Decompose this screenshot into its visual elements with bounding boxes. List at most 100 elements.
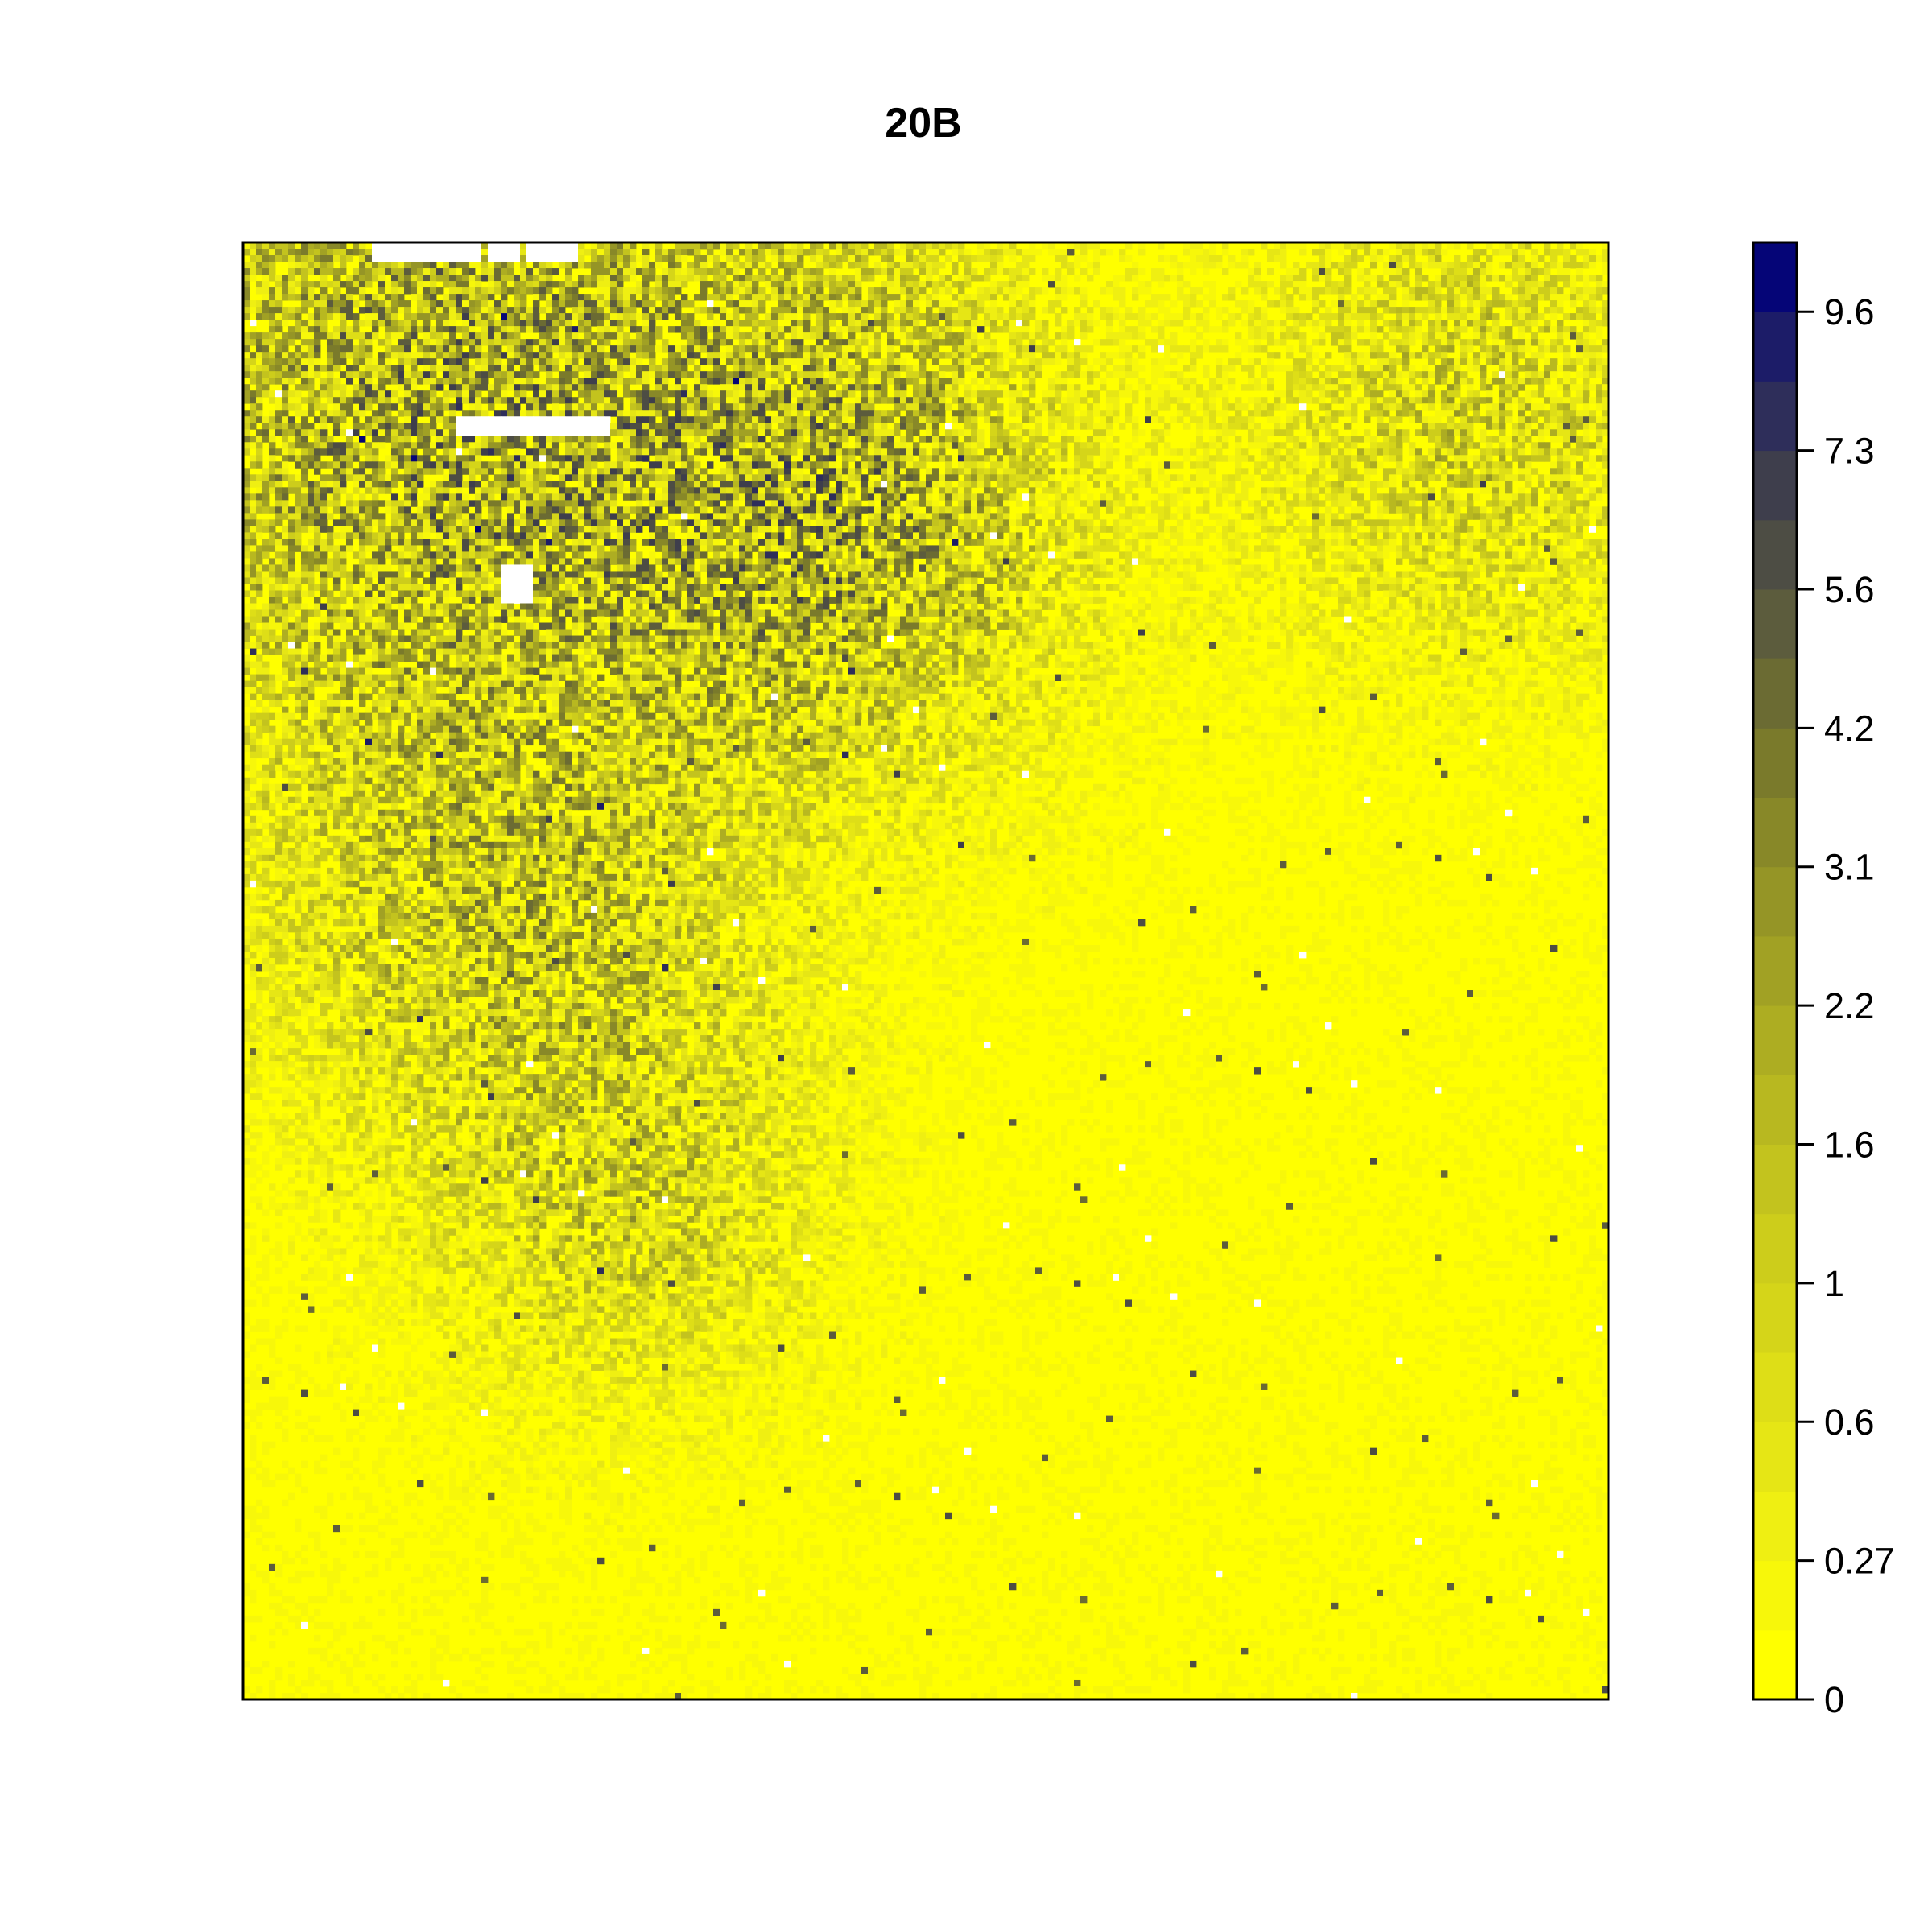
heatmap-cell [816, 275, 824, 282]
heatmap-cell [1435, 249, 1442, 256]
heatmap-cell [1557, 262, 1564, 269]
heatmap-missing-cell [372, 255, 379, 262]
heatmap-cell [494, 365, 502, 372]
heatmap-cell [752, 423, 759, 430]
heatmap-cell [906, 313, 914, 320]
heatmap-cell [855, 352, 862, 359]
heatmap-cell [346, 390, 353, 398]
heatmap-cell [990, 397, 997, 404]
heatmap-cell [507, 358, 514, 365]
heatmap-cell [752, 300, 759, 308]
heatmap-cell [1280, 307, 1287, 314]
heatmap-cell [739, 300, 746, 308]
heatmap-cell [1428, 384, 1435, 391]
heatmap-cell [501, 294, 508, 301]
heatmap-cell [1480, 262, 1487, 269]
heatmap-cell [1203, 255, 1210, 262]
heatmap-cell [1589, 365, 1596, 372]
heatmap-missing-cell [552, 416, 559, 423]
heatmap-cell [1589, 384, 1596, 391]
heatmap-cell [1409, 255, 1416, 262]
heatmap-cell [675, 275, 682, 282]
heatmap-missing-cell [584, 429, 592, 436]
heatmap-cell [1422, 416, 1429, 423]
heatmap-cell [1100, 358, 1107, 365]
heatmap-cell [1364, 287, 1371, 295]
heatmap-cell [520, 242, 527, 250]
heatmap-cell [848, 352, 856, 359]
heatmap-cell [1492, 410, 1500, 417]
heatmap-cell [1029, 307, 1036, 314]
heatmap-cell [1550, 345, 1558, 353]
heatmap-cell [1306, 371, 1313, 378]
heatmap-cell [997, 242, 1004, 250]
heatmap-cell [1267, 320, 1274, 327]
heatmap-cell [256, 255, 263, 262]
heatmap-cell [1344, 300, 1352, 308]
heatmap-cell [1074, 397, 1081, 404]
heatmap-cell [391, 397, 398, 404]
heatmap-cell [687, 249, 695, 256]
heatmap-cell [1222, 410, 1229, 417]
heatmap-missing-cell [572, 242, 579, 250]
heatmap-cell [269, 410, 276, 417]
heatmap-cell [572, 287, 579, 295]
heatmap-cell [417, 390, 424, 398]
heatmap-cell [1093, 320, 1100, 327]
heatmap-cell [803, 378, 811, 385]
heatmap-cell [1293, 378, 1300, 385]
heatmap-cell [1009, 287, 1017, 295]
heatmap-cell [900, 378, 907, 385]
heatmap-cell [1531, 403, 1538, 411]
heatmap-cell [926, 255, 933, 262]
heatmap-cell [868, 300, 875, 308]
heatmap-cell [823, 384, 830, 391]
heatmap-cell [1306, 416, 1313, 423]
heatmap-cell [462, 352, 469, 359]
heatmap-cell [1338, 397, 1345, 404]
heatmap-cell [758, 358, 766, 365]
heatmap-cell [1518, 313, 1525, 320]
heatmap-cell [578, 262, 585, 269]
heatmap-cell [1505, 397, 1513, 404]
heatmap-cell [1435, 345, 1442, 353]
heatmap-cell [803, 249, 811, 256]
heatmap-cell [469, 287, 476, 295]
heatmap-cell [1557, 339, 1564, 346]
heatmap-cell [778, 390, 785, 398]
heatmap-cell [1473, 294, 1480, 301]
heatmap-cell [1035, 249, 1042, 256]
heatmap-cell [1480, 275, 1487, 282]
heatmap-cell [1499, 423, 1506, 430]
heatmap-cell [997, 268, 1004, 275]
heatmap-cell [771, 255, 778, 262]
heatmap-cell [868, 345, 875, 353]
heatmap-cell [964, 410, 972, 417]
heatmap-cell [1074, 255, 1081, 262]
heatmap-cell [1254, 326, 1261, 333]
heatmap-cell [243, 365, 250, 372]
heatmap-cell [1383, 320, 1390, 327]
heatmap-cell [1003, 313, 1010, 320]
heatmap-cell [1035, 326, 1042, 333]
heatmap-cell [964, 255, 972, 262]
heatmap-cell [913, 365, 920, 372]
heatmap-cell [314, 345, 321, 353]
heatmap-cell [1486, 397, 1493, 404]
heatmap-cell [990, 255, 997, 262]
heatmap-cell [977, 429, 985, 436]
heatmap-cell [1080, 268, 1088, 275]
heatmap-cell [990, 320, 997, 327]
heatmap-cell [1447, 365, 1455, 372]
heatmap-cell [1589, 300, 1596, 308]
heatmap-cell [353, 397, 360, 404]
heatmap-cell [1428, 429, 1435, 436]
heatmap-cell [797, 390, 804, 398]
heatmap-cell [1389, 371, 1397, 378]
heatmap-cell [1576, 262, 1583, 269]
heatmap-cell [874, 332, 881, 340]
heatmap-cell [977, 320, 985, 327]
heatmap-cell [462, 397, 469, 404]
heatmap-cell [906, 300, 914, 308]
heatmap-cell [675, 249, 682, 256]
